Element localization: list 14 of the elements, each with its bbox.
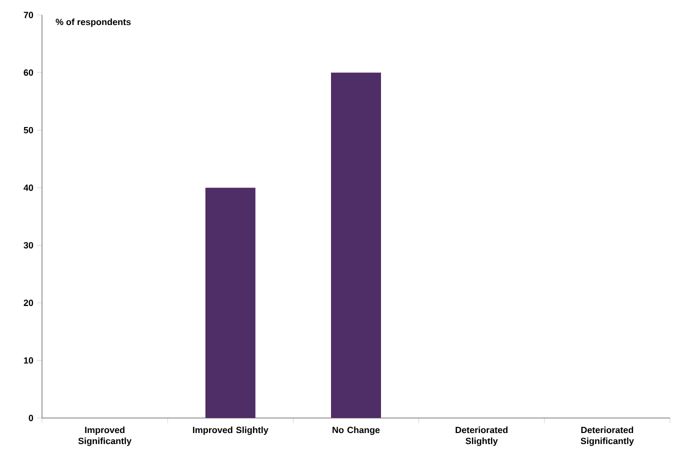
x-tick-label: Deteriorated Significantly: [580, 426, 634, 446]
y-tick-label: 30: [24, 242, 34, 248]
x-tick-label: Improved Slightly: [192, 426, 268, 435]
y-tick-label: 50: [24, 126, 34, 134]
y-tick-label: 10: [24, 357, 34, 364]
y-tick-label: 20: [24, 300, 34, 306]
x-tick-label: Improved Significantly: [78, 426, 132, 446]
y-axis-title: % of respondents: [56, 18, 131, 27]
y-tick-label: 60: [24, 69, 34, 76]
y-tick-label: 70: [24, 12, 34, 18]
y-tick-label: 40: [24, 184, 34, 191]
x-tick-label: No Change: [332, 426, 380, 435]
x-tick-label: Deteriorated Slightly: [456, 426, 508, 446]
y-tick-label: 0: [28, 414, 34, 422]
